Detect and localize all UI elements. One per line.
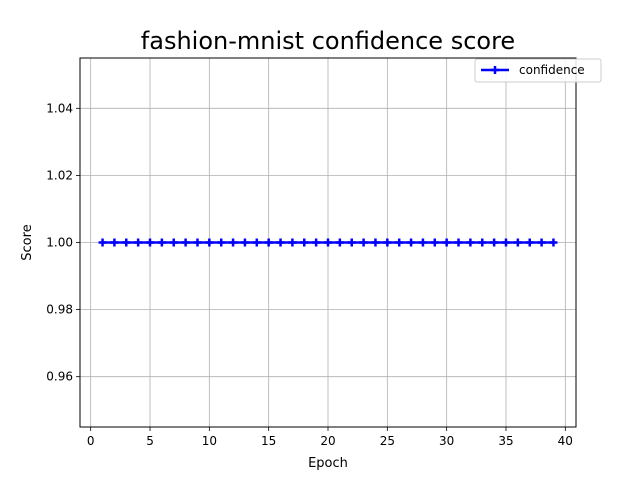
data-point-marker <box>276 238 285 247</box>
data-point-marker <box>347 238 356 247</box>
x-tick-label: 0 <box>87 434 95 448</box>
data-point-marker <box>146 238 155 247</box>
data-point-marker <box>288 238 297 247</box>
legend-marker-plus <box>491 66 499 74</box>
x-tick-label: 5 <box>146 434 154 448</box>
x-tick-label: 20 <box>320 434 335 448</box>
x-tick-label: 15 <box>261 434 276 448</box>
data-point-marker <box>418 238 427 247</box>
x-tick-label: 25 <box>380 434 395 448</box>
data-point-marker <box>454 238 463 247</box>
data-point-marker <box>466 238 475 247</box>
data-point-marker <box>335 238 344 247</box>
y-axis: 0.96 0.98 1.00 1.02 1.04 <box>46 101 80 384</box>
data-point-marker <box>549 238 558 247</box>
data-point-marker <box>430 238 439 247</box>
data-point-marker <box>371 238 380 247</box>
data-point-marker <box>407 238 416 247</box>
y-axis-label: Score <box>20 224 35 260</box>
data-point-marker <box>264 238 273 247</box>
x-axis: 0 5 10 15 20 25 30 35 40 <box>87 427 573 448</box>
data-point-marker <box>122 238 131 247</box>
data-point-marker <box>312 238 321 247</box>
data-point-marker <box>110 238 119 247</box>
legend-label: confidence <box>519 63 585 77</box>
data-point-marker <box>181 238 190 247</box>
y-tick-label: 1.00 <box>46 236 73 250</box>
data-point-marker <box>205 238 214 247</box>
y-tick-label: 0.98 <box>46 303 73 317</box>
data-point-marker <box>383 238 392 247</box>
data-point-marker <box>359 238 368 247</box>
x-tick-label: 30 <box>439 434 454 448</box>
x-tick-label: 40 <box>558 434 573 448</box>
data-point-marker <box>324 238 332 247</box>
series-layer <box>98 238 558 247</box>
data-point-marker <box>300 238 309 247</box>
data-point-marker <box>169 238 178 247</box>
x-axis-label: Epoch <box>308 456 348 471</box>
data-point-marker <box>501 238 510 247</box>
data-point-marker <box>490 238 499 247</box>
x-tick-label: 35 <box>498 434 513 448</box>
data-point-marker <box>442 238 451 247</box>
data-point-marker <box>193 238 202 247</box>
data-point-marker <box>478 238 487 247</box>
data-point-marker <box>134 238 143 247</box>
chart-title: fashion-mnist confidence score <box>141 27 515 55</box>
data-point-marker <box>513 238 522 247</box>
data-point-marker <box>98 238 107 247</box>
y-tick-label: 1.04 <box>46 101 73 115</box>
y-tick-label: 0.96 <box>46 370 73 384</box>
data-point-marker <box>229 238 238 247</box>
data-point-marker <box>525 238 534 247</box>
legend: confidence <box>474 58 602 83</box>
data-point-marker <box>252 238 261 247</box>
data-point-marker <box>240 238 249 247</box>
data-point-marker <box>537 238 546 247</box>
x-tick-label: 10 <box>202 434 217 448</box>
data-point-marker <box>395 238 404 247</box>
legend-box <box>474 58 602 83</box>
data-point-marker <box>157 238 166 247</box>
y-tick-label: 1.02 <box>46 168 73 182</box>
data-point-marker <box>217 238 226 247</box>
